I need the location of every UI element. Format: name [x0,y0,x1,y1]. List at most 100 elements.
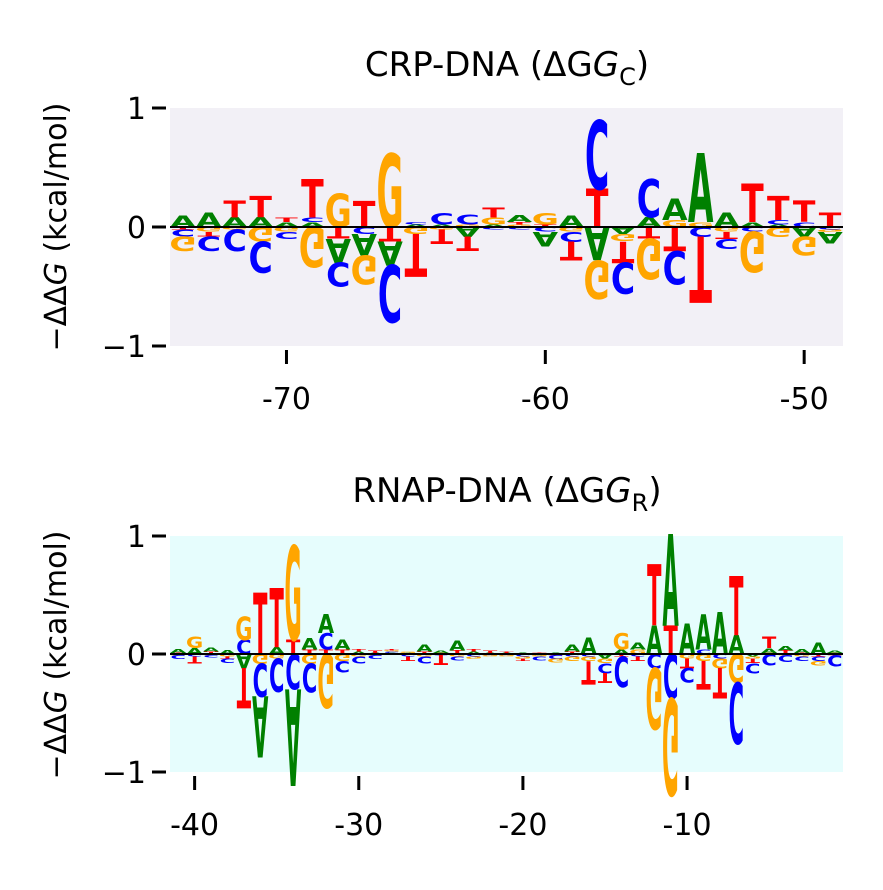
logo-letter-g: G [695,652,712,663]
logo-letter-a: A [564,643,581,654]
logo-letter-t: T [223,197,246,224]
logo-letter-c: C [637,170,661,231]
logo-letter-g: G [613,630,630,656]
logo-letter-g: G [532,210,559,229]
logo-letter-t: T [253,577,267,674]
logo-letter-c: C [269,647,284,700]
logo-letter-g: G [195,225,222,233]
logo-letter-c: C [274,229,298,241]
logo-letter-t: T [713,658,728,707]
logo-letter-c: C [171,227,195,239]
logo-letter-t: T [767,190,790,228]
logo-letter-c: C [581,653,596,657]
logo-letter-g: G [635,226,662,290]
logo-letter-g: G [454,224,481,228]
logo-letter-c: C [696,648,711,655]
logo-letter-g: G [713,225,740,233]
logo-letter-g: G [416,653,433,657]
logo-letter-c: C [203,654,218,658]
x-tick-label: -50 [780,382,829,417]
logo-letter-c: C [745,660,760,675]
logo-letter-a: A [377,233,403,271]
logo-letter-c: C [548,654,563,660]
logo-letter-g: G [399,651,416,653]
logo-letter-c: C [351,654,366,665]
logo-letter-g: G [465,655,482,659]
logo-letter-t: T [715,229,738,241]
logo-letter-a: A [728,630,745,661]
logo-letter-c: C [532,655,547,661]
logo-letter-t: T [811,653,826,657]
logo-letter-g: G [235,611,252,648]
logo-letter-c: C [367,654,382,660]
logo-letter-t: T [302,648,317,655]
logo-letter-g: G [449,653,466,657]
logo-letter-g: G [383,650,400,652]
logo-letter-g: G [317,636,334,723]
logo-letter-c: C [766,219,790,227]
logo-letter-g: G [506,224,533,228]
logo-letter-t: T [680,655,694,670]
logo-letter-t: T [508,222,531,226]
logo-letter-a: A [597,652,613,659]
logo-letter-t: T [456,231,479,253]
logo-letter-a: A [433,650,450,654]
logo-letter-c: C [384,651,399,653]
logo-letter-a: A [274,221,300,229]
logo-letter-a: A [466,651,483,655]
logo-letter-g: G [402,225,429,237]
logo-letter-a: A [533,227,559,249]
logo-letter-g: G [219,653,236,657]
logo-letter-c: C [197,231,221,253]
logo-letter-t: T [762,634,777,652]
logo-letter-a: A [679,615,695,664]
x-tick-label: -10 [663,808,712,843]
logo-letter-g: G [221,226,248,230]
logo-letter-t: T [198,230,222,238]
logo-letter-a: A [252,676,268,773]
logo-letter-g: G [351,246,378,292]
y-axis-label-rnap: −ΔΔG (kcal/mol) [39,531,74,780]
logo-letter-t: T [405,219,428,287]
logo-letter-t: T [560,234,583,265]
logo-letter-c: C [481,226,505,230]
logo-letter-t: T [696,651,711,696]
logo-letter-g: G [285,520,302,671]
logo-letter-g: G [678,652,695,659]
logo-letter-g: G [186,634,203,652]
logo-letter-t: T [353,195,376,237]
logo-letter-a: A [827,650,844,654]
logo-letter-c: C [285,642,300,699]
logo-letter-a: A [630,640,647,651]
plot-area-rnap: 10−1-40-30-20-10TAGCAGCTTAGCAGTCCGATTGCA… [102,510,844,843]
logo-letter-t: T [352,649,367,653]
logo-letter-g: G [793,653,810,657]
logo-letter-a: A [740,221,766,229]
x-tick-label: -70 [262,382,311,417]
logo-letter-a: A [646,619,662,664]
logo-letter-c: C [515,653,530,657]
logo-letter-g: G [299,214,326,278]
logo-letter-a: A [817,227,844,246]
logo-letter-g: G [428,226,455,230]
logo-letter-c: C [187,653,202,657]
logo-letter-a: A [481,224,508,228]
logo-letter-a: A [610,225,636,237]
logo-letter-c: C [811,655,826,662]
logo-letter-c: C [533,225,557,233]
logo-letter-t: T [434,651,448,666]
logo-letter-c: C [761,650,776,668]
logo-letter-a: A [300,221,326,229]
logo-letter-c: C [220,657,235,664]
logo-letter-c: C [559,229,583,244]
logo-letter-g: G [596,657,613,664]
logo-letter-c: C [253,652,268,705]
logo-letter-g: G [810,659,827,666]
logo-letter-c: C [318,630,333,656]
logo-letter-c: C [597,660,612,675]
logo-letter-g: G [661,218,688,230]
logo-letter-g: G [531,655,548,657]
logo-letter-t: T [631,655,646,662]
logo-letter-a: A [745,653,762,657]
